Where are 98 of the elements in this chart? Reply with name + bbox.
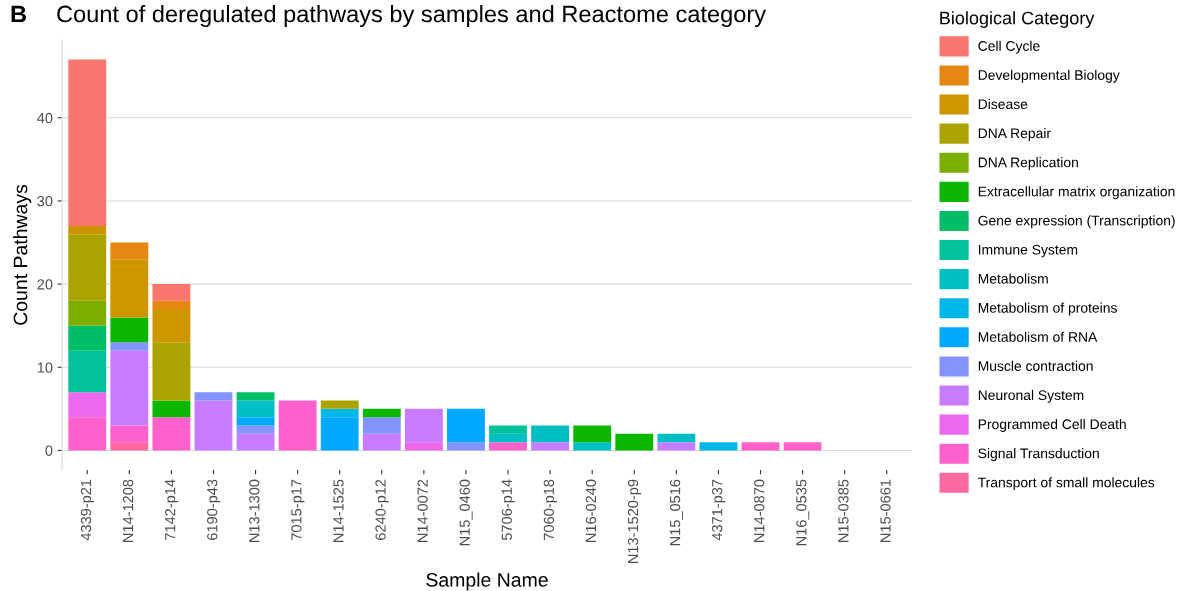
x-tick-label: N14-1525 <box>333 479 344 542</box>
bar <box>110 259 149 318</box>
bar <box>152 417 191 451</box>
legend-label: Cell Cycle <box>978 40 1040 54</box>
bar <box>362 408 401 418</box>
x-tick-label: N15_0516 <box>669 479 684 546</box>
legend-label: Disease <box>978 98 1028 110</box>
bar <box>236 400 275 418</box>
x-tick-label: N14-1208 <box>122 479 134 542</box>
bar <box>404 408 443 443</box>
bar <box>320 408 359 418</box>
bar <box>320 417 359 451</box>
x-tick-label: 6240-p12 <box>375 479 389 540</box>
x-tick-label: N13-1300 <box>249 479 260 542</box>
legend-label: Extracellular matrix organization <box>978 186 1175 200</box>
bar <box>152 342 191 401</box>
bar <box>68 234 107 301</box>
bar <box>68 325 107 351</box>
x-tick-label: N16-0240 <box>585 479 597 542</box>
bar <box>110 342 149 351</box>
bar <box>110 350 149 426</box>
x-tick-label: 6190-p43 <box>207 479 221 540</box>
bar <box>152 284 191 301</box>
bar <box>236 392 275 401</box>
bar <box>110 242 149 260</box>
legend-label: Muscle contraction <box>978 360 1093 371</box>
legend-label: DNA Repair <box>978 127 1051 141</box>
legend-label: Metabolism of RNA <box>978 331 1098 342</box>
legend-label: Neuronal System <box>978 389 1084 403</box>
x-tick-label: 7015-p17 <box>291 479 305 540</box>
x-tick-label: N15_0460 <box>459 479 473 546</box>
bar <box>68 417 107 451</box>
bar <box>447 442 485 451</box>
bar <box>783 442 822 451</box>
chart-title: Count of deregulated pathways by samples and Reactome category <box>57 5 767 28</box>
y-tick-label: 10 <box>37 362 53 373</box>
x-tick-label: N13-1520-p9 <box>627 479 642 563</box>
bar <box>110 442 149 451</box>
bar <box>278 400 317 451</box>
y-tick-label: 20 <box>37 279 53 290</box>
bar <box>68 225 107 235</box>
text: B <box>11 5 26 23</box>
x-tick-label: N15-0661 <box>880 479 891 542</box>
y-axis-title: Count Pathways <box>13 184 32 325</box>
bar <box>236 417 275 426</box>
bar <box>489 425 527 434</box>
bar <box>404 442 443 451</box>
x-tick-label: N14-0072 <box>417 479 428 542</box>
bar <box>194 392 233 401</box>
legend-label: Transport of small molecules <box>978 477 1155 491</box>
x-tick-label: N14-0870 <box>754 479 765 542</box>
x-tick-label: 4339-p21 <box>80 479 95 541</box>
bar <box>699 442 738 451</box>
bar <box>531 425 570 443</box>
x-tick-label: 5706-p14 <box>501 479 515 541</box>
bar <box>68 350 107 393</box>
bar <box>152 300 191 310</box>
bar <box>657 433 696 443</box>
bar <box>236 433 275 451</box>
bar <box>741 442 780 451</box>
x-tick-label: 7060-p18 <box>543 479 557 540</box>
bar <box>152 309 191 343</box>
x-tick-label: 4371-p37 <box>712 479 726 541</box>
bar <box>110 425 149 443</box>
bar <box>531 442 570 451</box>
bar <box>68 392 107 418</box>
legend-title: Biological Category <box>940 11 1095 28</box>
bar <box>362 417 401 434</box>
legend-label: Gene expression (Transcription) <box>978 215 1175 229</box>
bar <box>447 408 485 443</box>
x-tick-label: 7142-p14 <box>164 479 179 540</box>
bar <box>152 400 191 418</box>
legend-label: Programmed Cell Death <box>978 418 1126 432</box>
bar <box>320 400 359 409</box>
x-tick-label: N15-0385 <box>838 479 849 542</box>
y-tick-label: 40 <box>37 112 53 124</box>
bar <box>489 433 527 443</box>
x-axis-title: Sample Name <box>426 572 548 591</box>
bar <box>657 442 696 451</box>
legend-label: Immune System <box>978 244 1078 258</box>
bar <box>489 442 527 451</box>
legend-label: Developmental Biology <box>978 69 1120 83</box>
legend-label: Metabolism of proteins <box>978 302 1117 316</box>
bar <box>573 442 612 451</box>
legend-label: Metabolism <box>978 273 1048 284</box>
bar <box>236 425 275 434</box>
x-tick-label: N16_0535 <box>796 479 810 546</box>
legend-label: DNA Replication <box>978 157 1078 171</box>
y-tick-label: 0 <box>45 445 53 456</box>
bar <box>194 400 233 451</box>
bar <box>68 300 107 326</box>
bar <box>362 433 401 451</box>
bar <box>615 433 654 451</box>
bar <box>68 59 107 226</box>
y-tick-label: 30 <box>37 196 53 207</box>
legend-label: Signal Transduction <box>978 448 1099 462</box>
bar <box>573 425 612 443</box>
bar <box>110 317 149 343</box>
